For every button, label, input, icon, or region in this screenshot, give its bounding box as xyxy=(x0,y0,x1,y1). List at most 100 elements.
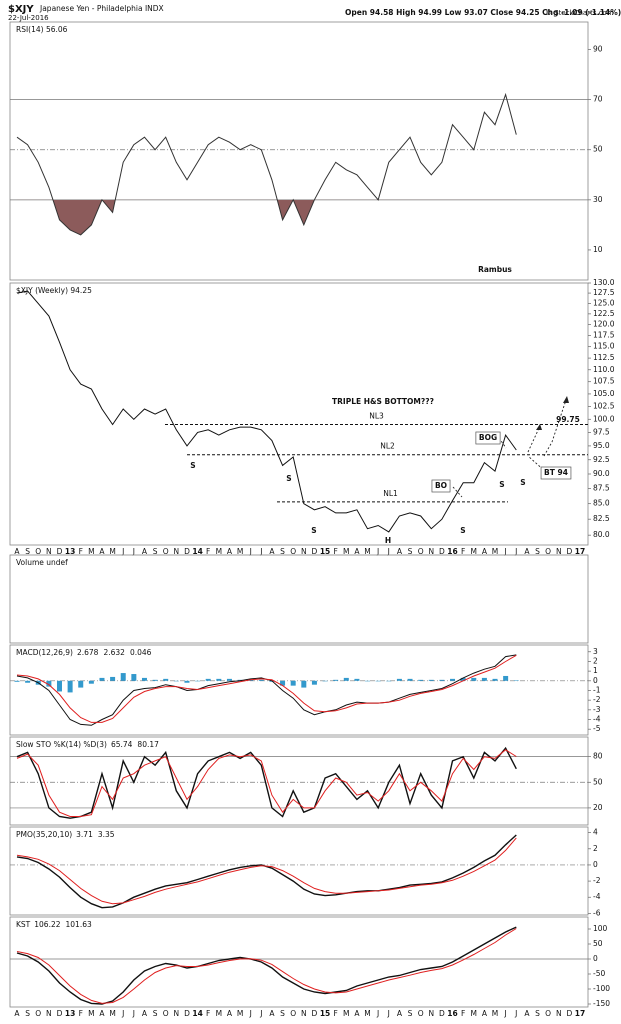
panel-border xyxy=(9,826,589,916)
y-tick-label: -150 xyxy=(593,999,610,1008)
x-tick-label: A xyxy=(14,1009,20,1018)
annotation: S xyxy=(311,526,316,535)
legend-value: 0.046 xyxy=(130,648,152,657)
y-tick-label: 50 xyxy=(593,777,603,786)
histogram-bar xyxy=(99,677,105,681)
legend-value: 106.22 xyxy=(34,920,60,929)
x-tick-label: D xyxy=(184,1009,190,1018)
y-tick-label: -50 xyxy=(593,969,605,978)
neckline-label: NL2 xyxy=(380,442,395,451)
histogram-bar xyxy=(460,677,466,681)
histogram-bar xyxy=(25,680,31,683)
y-tick-label: -4 xyxy=(593,892,601,901)
x-tick-label: J xyxy=(376,547,379,556)
annotation: H xyxy=(385,536,391,545)
x-tick-label: J xyxy=(387,1009,390,1018)
x-tick-label: J xyxy=(132,547,135,556)
y-tick-label: 0 xyxy=(593,676,598,685)
y-tick-label: -100 xyxy=(593,984,610,993)
instrument-name: Japanese Yen - Philadelphia INDX xyxy=(39,4,164,13)
y-tick-label: -2 xyxy=(593,695,601,704)
y-tick-label: 30 xyxy=(593,195,603,204)
x-tick-label: 14 xyxy=(192,1009,202,1018)
x-tick-label: D xyxy=(57,1009,63,1018)
x-tick-label: A xyxy=(354,547,360,556)
callout-label: BT 94 xyxy=(544,468,568,477)
x-tick-label: M xyxy=(364,1009,370,1018)
annotation: 99.75 xyxy=(556,415,580,424)
y-tick-label: -5 xyxy=(593,724,601,733)
annotation: S xyxy=(286,474,291,483)
y-tick-label: 107.5 xyxy=(593,377,615,386)
x-tick-label: D xyxy=(439,1009,445,1018)
x-tick-label: N xyxy=(301,1009,307,1018)
y-tick-label: 87.5 xyxy=(593,484,610,493)
y-tick-label: 97.5 xyxy=(593,427,610,436)
y-tick-label: 90.0 xyxy=(593,469,610,478)
y-tick-label: 20 xyxy=(593,803,603,812)
histogram-bar xyxy=(375,680,381,682)
histogram-bar xyxy=(290,680,296,686)
panel-border xyxy=(9,644,589,736)
histogram-bar xyxy=(343,677,349,681)
series-line xyxy=(16,837,517,905)
y-tick-label: 105.0 xyxy=(593,389,615,398)
x-tick-label: F xyxy=(461,547,465,556)
neckline-label: NL3 xyxy=(369,411,384,420)
histogram-bar xyxy=(503,675,509,681)
legend-value: 2.678 xyxy=(77,648,99,657)
x-tick-label: M xyxy=(237,1009,243,1018)
x-tick-label: N xyxy=(46,547,52,556)
x-tick-label: N xyxy=(46,1009,52,1018)
x-tick-label: D xyxy=(312,547,318,556)
y-tick-label: 120.0 xyxy=(593,320,615,329)
series-line xyxy=(16,654,517,723)
x-tick-label: D xyxy=(312,1009,318,1018)
y-tick-label: 50 xyxy=(593,145,603,154)
histogram-bar xyxy=(481,677,487,681)
x-tick-label: M xyxy=(237,547,243,556)
x-tick-label: S xyxy=(535,547,540,556)
y-tick-label: 80 xyxy=(593,752,603,761)
legend-value: 101.63 xyxy=(66,920,92,929)
histogram-bar xyxy=(471,677,477,681)
x-tick-label: O xyxy=(35,547,41,556)
x-tick-label: A xyxy=(482,547,488,556)
x-tick-label: O xyxy=(163,1009,169,1018)
panel-title: Slow STO %K(14) %D(3) xyxy=(16,740,107,749)
histogram-bar xyxy=(322,680,328,682)
series-line xyxy=(16,92,517,236)
panel-title: RSI(14) 56.06 xyxy=(16,25,68,34)
annotation: S xyxy=(190,461,195,470)
annotation: TRIPLE H&S BOTTOM??? xyxy=(332,397,434,406)
x-tick-label: N xyxy=(428,547,434,556)
y-tick-label: 82.5 xyxy=(593,514,610,523)
y-tick-label: 127.5 xyxy=(593,288,615,297)
y-tick-label: -4 xyxy=(593,715,601,724)
x-tick-label: A xyxy=(227,1009,233,1018)
callout-label: BOG xyxy=(479,433,497,442)
histogram-bar xyxy=(205,678,211,681)
x-tick-label: 16 xyxy=(447,1009,457,1018)
x-tick-label: J xyxy=(132,1009,135,1018)
histogram-bar xyxy=(173,680,179,682)
y-tick-label: 130.0 xyxy=(593,278,615,287)
x-tick-label: A xyxy=(14,547,20,556)
y-tick-label: 112.5 xyxy=(593,353,615,362)
histogram-bar xyxy=(513,680,519,681)
histogram-bar xyxy=(439,679,445,681)
x-tick-label: D xyxy=(439,547,445,556)
panel-border xyxy=(9,21,589,281)
x-tick-label: M xyxy=(471,1009,477,1018)
callout-box xyxy=(475,431,501,445)
x-tick-label: A xyxy=(99,1009,105,1018)
x-tick-label: A xyxy=(354,1009,360,1018)
y-tick-label: 125.0 xyxy=(593,298,615,307)
x-tick-label: J xyxy=(376,1009,379,1018)
annotation: Rambus xyxy=(478,265,512,274)
histogram-bar xyxy=(333,679,339,681)
y-tick-label: 50 xyxy=(593,939,603,948)
histogram-bar xyxy=(78,680,84,688)
